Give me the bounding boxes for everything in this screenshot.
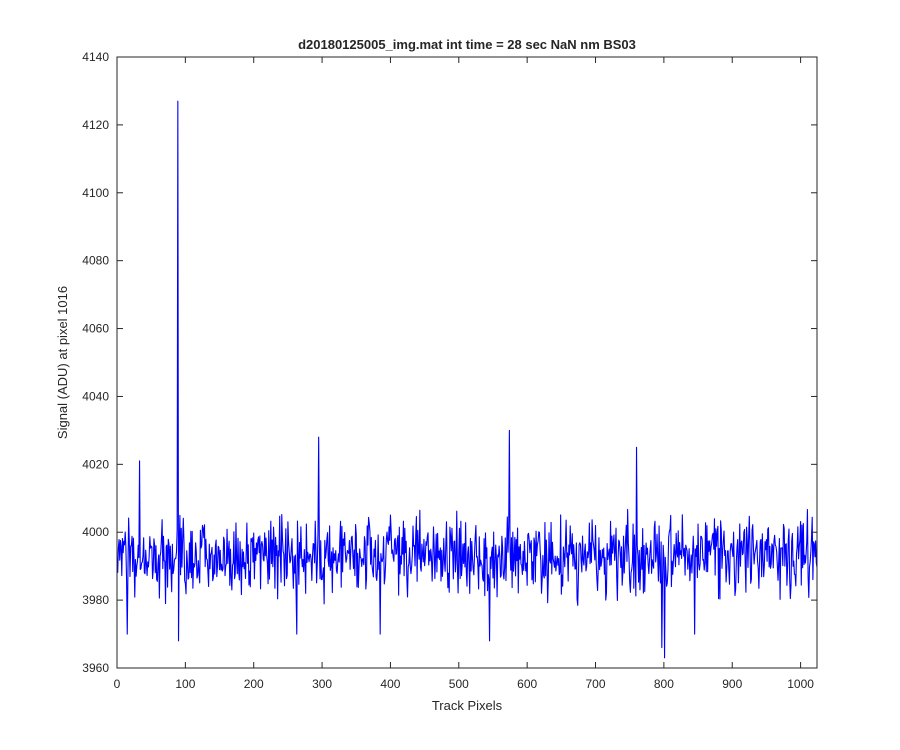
x-tick-label: 900 <box>722 677 742 691</box>
y-tick-label: 4100 <box>82 186 109 200</box>
y-tick-label: 4060 <box>82 322 109 336</box>
y-axis-label: Signal (ADU) at pixel 1016 <box>55 286 70 439</box>
x-axis-ticks: 0 100 200 300 400 500 600 700 800 900 1000 <box>114 57 814 691</box>
y-tick-label: 4000 <box>82 525 109 539</box>
x-tick-label: 600 <box>517 677 537 691</box>
y-tick-label: 4020 <box>82 457 109 471</box>
y-tick-label: 4120 <box>82 118 109 132</box>
y-tick-label: 3960 <box>82 661 109 675</box>
x-axis-label: Track Pixels <box>432 698 503 713</box>
x-tick-label: 0 <box>114 677 121 691</box>
chart-title: d20180125005_img.mat int time = 28 sec N… <box>298 37 636 52</box>
x-tick-label: 400 <box>380 677 400 691</box>
x-tick-label: 700 <box>586 677 606 691</box>
x-tick-label: 500 <box>449 677 469 691</box>
y-tick-label: 4040 <box>82 389 109 403</box>
y-tick-label: 4080 <box>82 254 109 268</box>
x-tick-label: 800 <box>654 677 674 691</box>
x-tick-label: 200 <box>244 677 264 691</box>
x-tick-label: 300 <box>312 677 332 691</box>
y-tick-label: 3980 <box>82 593 109 607</box>
x-tick-label: 1000 <box>787 677 814 691</box>
x-tick-label: 100 <box>175 677 195 691</box>
y-tick-label: 4140 <box>82 50 109 64</box>
y-axis-ticks: 3960 3980 4000 4020 4040 4060 4080 4100 4120 4140 <box>82 50 817 675</box>
series-line-0 <box>117 100 818 659</box>
series-layer <box>117 100 818 659</box>
axes-box <box>116 56 818 669</box>
